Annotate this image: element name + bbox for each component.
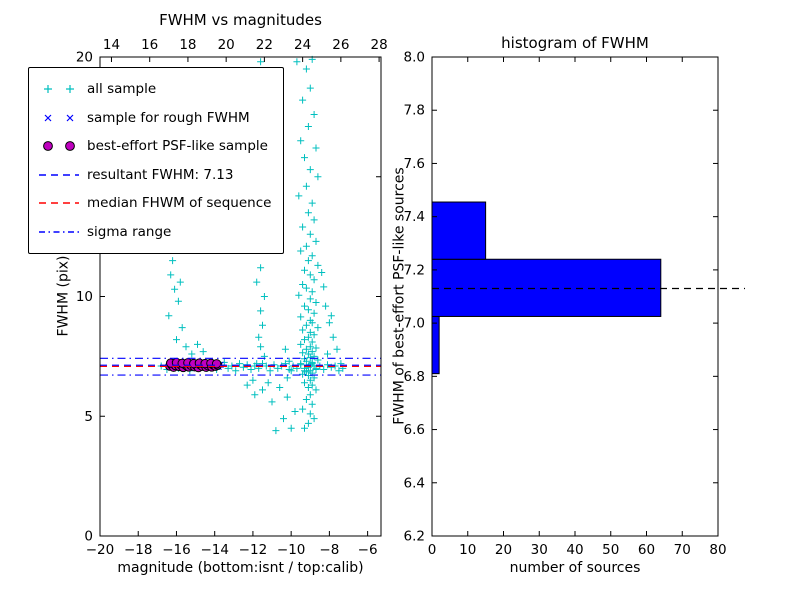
svg-text:7.4: 7.4 <box>404 209 425 225</box>
svg-text:16: 16 <box>141 37 158 53</box>
legend-item-label: all sample <box>87 81 157 98</box>
svg-text:6.4: 6.4 <box>404 475 425 491</box>
legend-item-label: median FHWM of sequence <box>87 195 272 212</box>
legend-item-label: resultant FWHM: 7.13 <box>87 166 234 183</box>
left-x-axis-label: magnitude (bottom:isnt / top:calib) <box>117 560 364 576</box>
dashed-line-icon <box>39 174 79 176</box>
svg-text:18: 18 <box>179 37 196 53</box>
svg-text:40: 40 <box>566 542 583 558</box>
svg-text:80: 80 <box>709 542 726 558</box>
legend-item-resultant-fwhm: resultant FWHM: 7.13 <box>37 161 271 190</box>
legend-item-psf-sample: best-effort PSF-like sample <box>37 132 271 161</box>
svg-text:50: 50 <box>602 542 619 558</box>
svg-text:22: 22 <box>256 37 273 53</box>
svg-text:14: 14 <box>103 37 120 53</box>
right-plot-title: histogram of FWHM <box>501 34 649 52</box>
svg-text:6.2: 6.2 <box>404 529 425 545</box>
x-marker-icon <box>44 114 74 122</box>
legend-item-label: best-effort PSF-like sample <box>87 138 268 155</box>
right-x-axis-label: number of sources <box>509 560 641 576</box>
svg-text:0: 0 <box>428 542 437 558</box>
svg-text:7.6: 7.6 <box>404 156 425 172</box>
svg-text:20: 20 <box>495 542 512 558</box>
legend-item-all-sample: all sample <box>37 75 271 104</box>
svg-text:10: 10 <box>76 289 93 305</box>
svg-text:6.8: 6.8 <box>404 369 425 385</box>
svg-text:10: 10 <box>459 542 476 558</box>
left-plot-scatter <box>157 55 347 435</box>
plus-marker-icon <box>44 85 74 94</box>
left-plot-title: FWHM vs magnitudes <box>159 11 322 29</box>
svg-text:−10: −10 <box>277 542 306 558</box>
right-plot-bars <box>431 201 662 375</box>
legend-item-label: sample for rough FWHM <box>87 109 250 126</box>
svg-text:−8: −8 <box>319 542 339 558</box>
svg-text:30: 30 <box>531 542 548 558</box>
right-plot-axes: 0 10 20 30 40 50 60 70 80 6.2 6.4 6.6 6.8 7.0 7.2 7.4 7.… <box>404 50 727 559</box>
svg-text:20: 20 <box>218 37 235 53</box>
legend-item-rough-fwhm-sample: sample for rough FWHM <box>37 104 271 133</box>
svg-text:26: 26 <box>332 37 349 53</box>
right-y-axis-label: FWHM of best-effort PSF-like sources <box>391 167 408 425</box>
svg-text:7.2: 7.2 <box>404 262 425 278</box>
legend-box: all sample sample for rough FWHM best-ef… <box>28 67 285 254</box>
svg-text:70: 70 <box>674 542 691 558</box>
legend-item-median-fwhm: median FHWM of sequence <box>37 189 271 218</box>
svg-text:−18: −18 <box>124 542 153 558</box>
svg-text:−6: −6 <box>358 542 378 558</box>
svg-text:5: 5 <box>84 409 93 425</box>
svg-text:−16: −16 <box>162 542 191 558</box>
circle-marker-icon <box>43 141 75 152</box>
legend-item-label: sigma range <box>87 223 172 240</box>
svg-text:−12: −12 <box>239 542 268 558</box>
svg-text:8.0: 8.0 <box>404 50 425 66</box>
svg-text:28: 28 <box>370 37 387 53</box>
left-plot-reference-lines <box>100 357 381 376</box>
dashdot-line-icon <box>39 231 79 233</box>
svg-text:−14: −14 <box>200 542 229 558</box>
svg-text:−20: −20 <box>86 542 115 558</box>
svg-text:0: 0 <box>84 529 93 545</box>
svg-text:6.6: 6.6 <box>404 422 425 438</box>
svg-text:60: 60 <box>638 542 655 558</box>
svg-text:24: 24 <box>294 37 311 53</box>
dashed-line-icon <box>39 202 79 204</box>
svg-text:20: 20 <box>76 50 93 66</box>
legend-item-sigma-range: sigma range <box>37 218 271 247</box>
svg-text:7.8: 7.8 <box>404 103 425 119</box>
svg-text:7.0: 7.0 <box>404 316 425 332</box>
